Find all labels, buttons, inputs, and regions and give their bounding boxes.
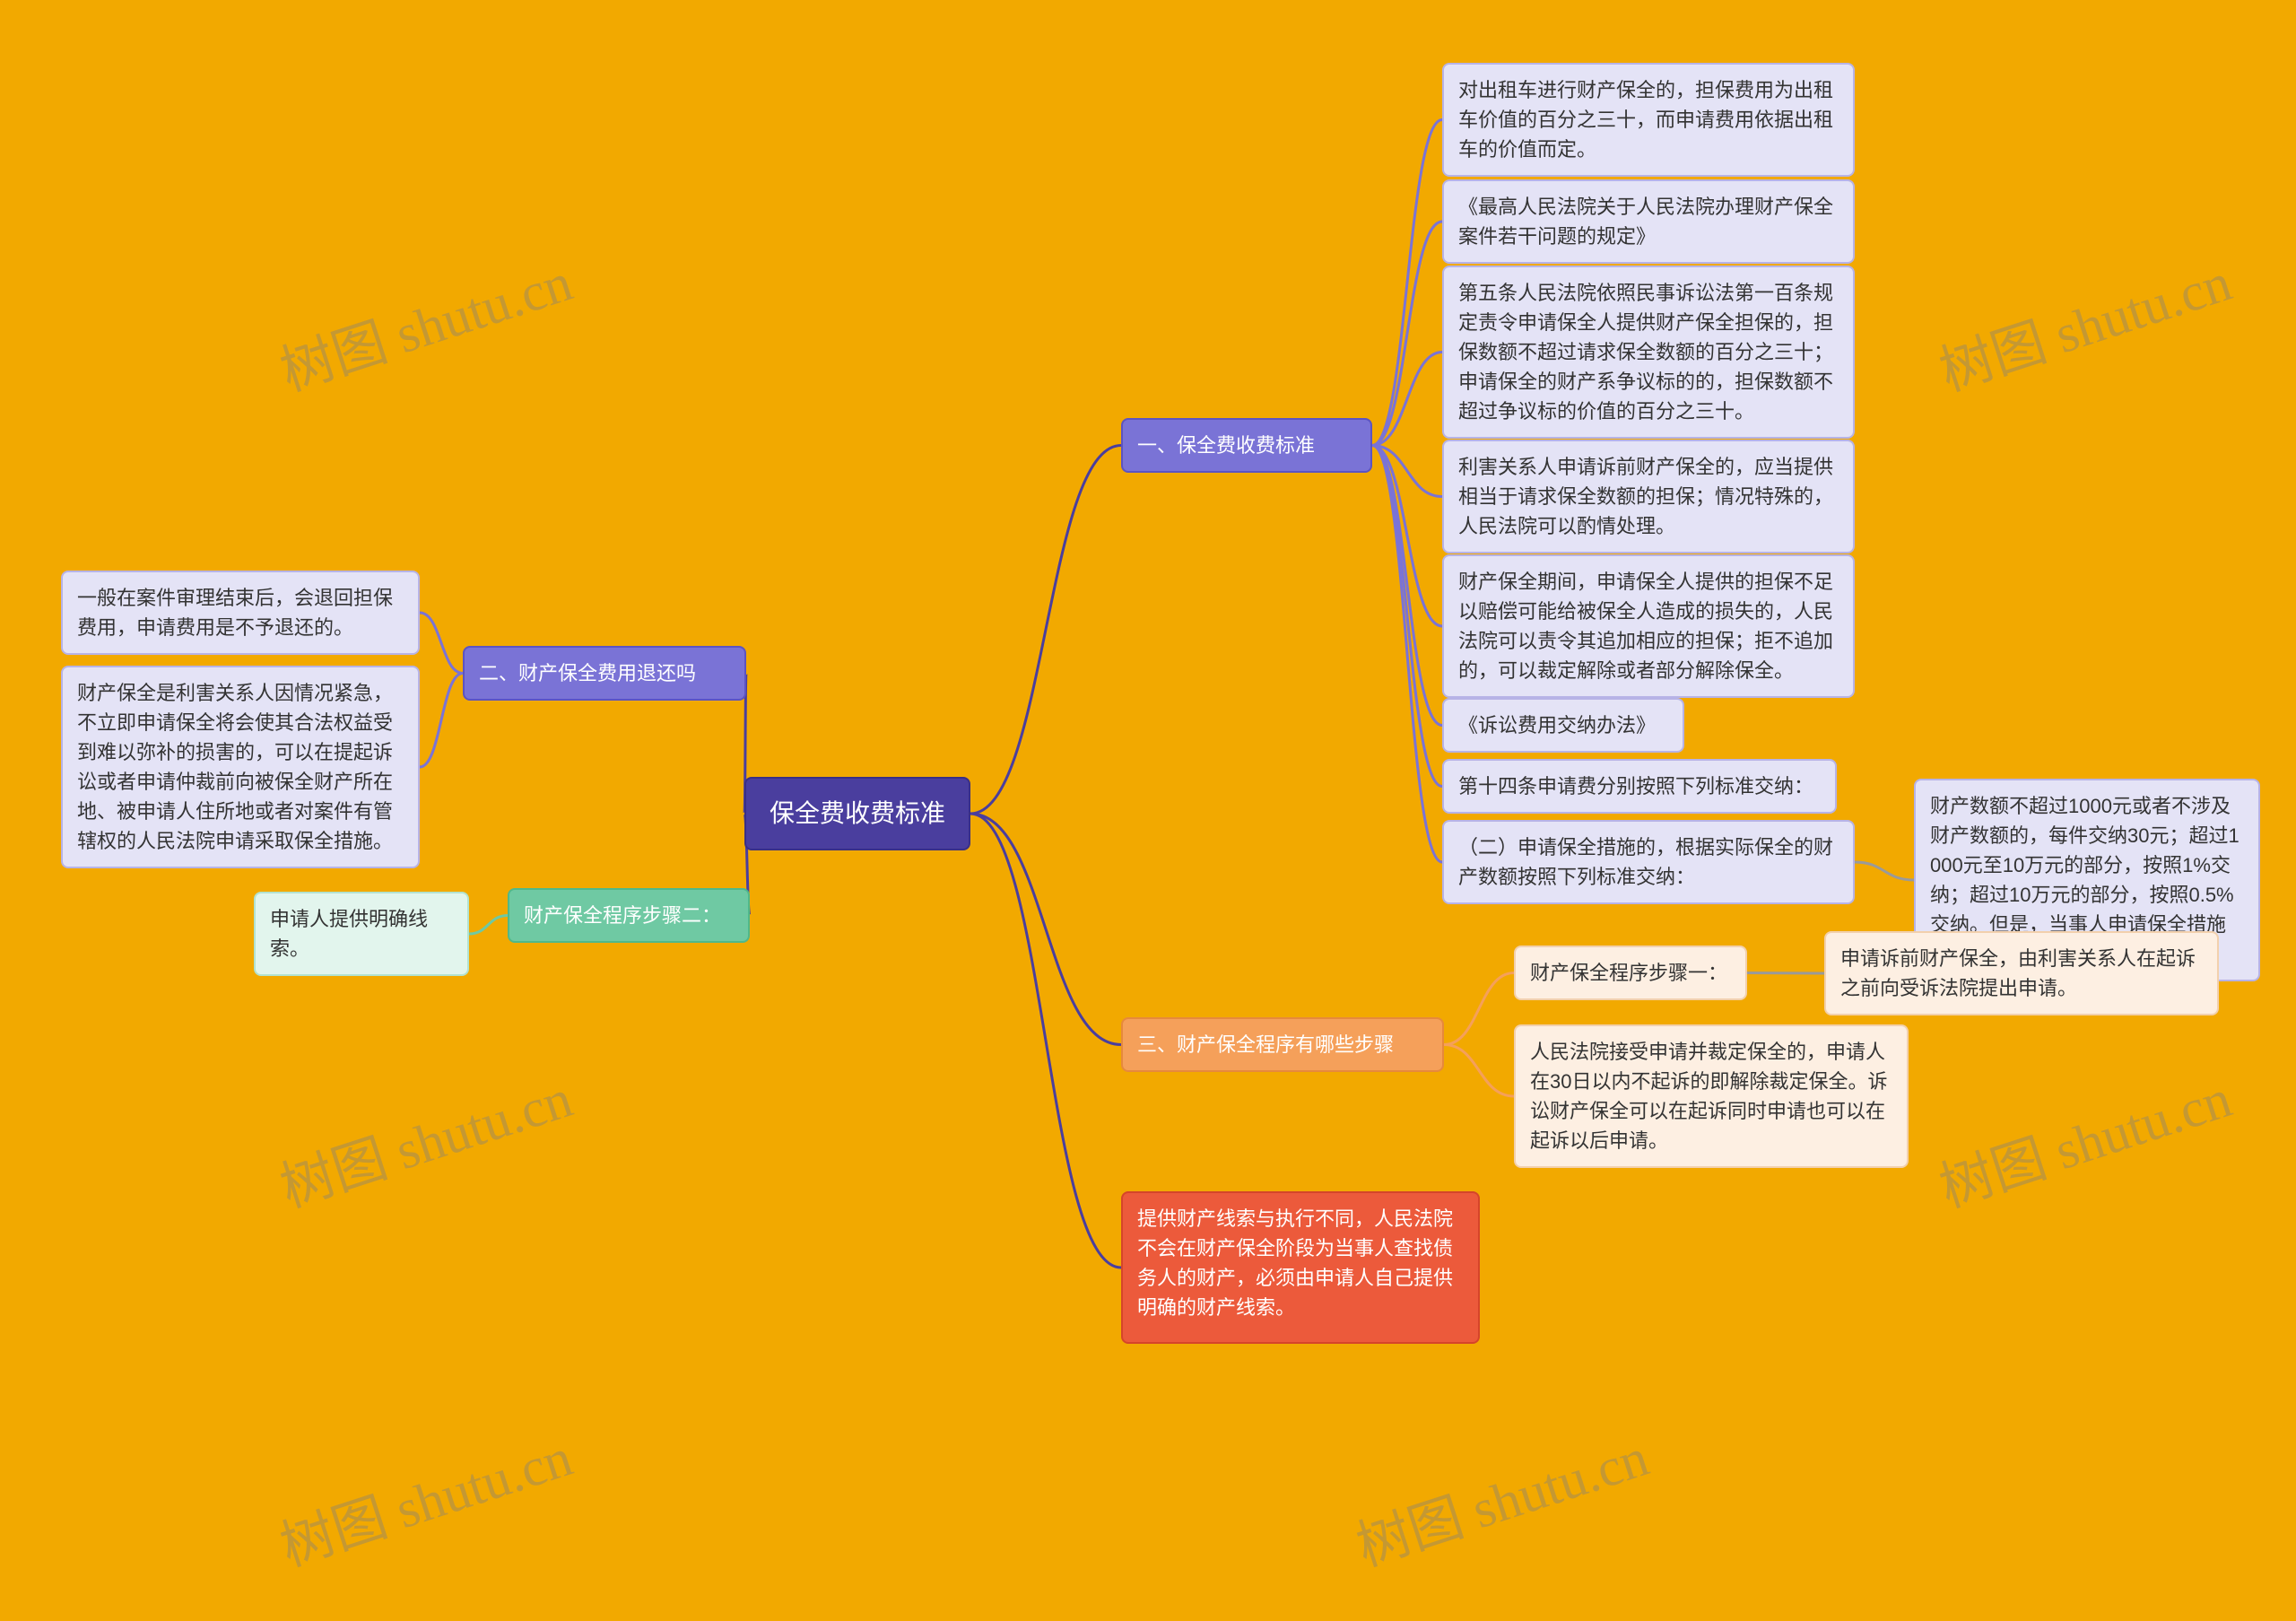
edge-b1-b1_l8 — [1372, 446, 1442, 863]
edge-b1-b1_l1 — [1372, 120, 1442, 446]
edge-b1-b1_l5 — [1372, 446, 1442, 627]
edge-b1-b1_l2 — [1372, 222, 1442, 446]
edge-b1-b1_l4 — [1372, 446, 1442, 497]
node-b3_l1_1[interactable]: 申请诉前财产保全，由利害关系人在起诉之前向受诉法院提出申请。 — [1824, 931, 2219, 1015]
node-b1[interactable]: 一、保全费收费标准 — [1121, 418, 1372, 473]
edge-root-b3 — [970, 814, 1121, 1045]
node-b1_l6[interactable]: 《诉讼费用交纳办法》 — [1442, 698, 1684, 753]
watermark: 树图 shutu.cn — [1928, 1055, 2239, 1223]
edge-b1-b1_l3 — [1372, 353, 1442, 446]
edge-root-b4 — [970, 814, 1121, 1268]
edge-b5-b5_l1 — [469, 916, 508, 935]
node-b5[interactable]: 财产保全程序步骤二： — [508, 888, 750, 943]
node-b1_l2[interactable]: 《最高人民法院关于人民法院办理财产保全案件若干问题的规定》 — [1442, 179, 1855, 264]
watermark: 树图 shutu.cn — [269, 1414, 580, 1582]
node-b1_l7[interactable]: 第十四条申请费分别按照下列标准交纳： — [1442, 759, 1837, 814]
edge-root-b1 — [970, 446, 1121, 815]
edge-b2-b2_l1 — [420, 613, 463, 674]
node-b3_l1[interactable]: 财产保全程序步骤一： — [1514, 946, 1747, 1000]
node-b3[interactable]: 三、财产保全程序有哪些步骤 — [1121, 1017, 1444, 1072]
node-b2[interactable]: 二、财产保全费用退还吗 — [463, 646, 746, 701]
node-b3_l2[interactable]: 人民法院接受申请并裁定保全的，申请人在30日以内不起诉的即解除裁定保全。诉讼财产… — [1514, 1024, 1909, 1168]
edge-b2-b2_l2 — [420, 674, 463, 768]
edge-b1-b1_l6 — [1372, 446, 1442, 726]
watermark: 树图 shutu.cn — [1928, 239, 2239, 406]
watermark: 树图 shutu.cn — [269, 1055, 580, 1223]
node-b1_l8[interactable]: （二）申请保全措施的，根据实际保全的财产数额按照下列标准交纳： — [1442, 820, 1855, 904]
node-b2_l2[interactable]: 财产保全是利害关系人因情况紧急，不立即申请保全将会使其合法权益受到难以弥补的损害… — [61, 666, 420, 868]
node-b4[interactable]: 提供财产线索与执行不同，人民法院不会在财产保全阶段为当事人查找债务人的财产，必须… — [1121, 1191, 1480, 1344]
node-b1_l4[interactable]: 利害关系人申请诉前财产保全的，应当提供相当于请求保全数额的担保；情况特殊的，人民… — [1442, 440, 1855, 553]
edge-b1-b1_l7 — [1372, 446, 1442, 787]
node-b1_l5[interactable]: 财产保全期间，申请保全人提供的担保不足以赔偿可能给被保全人造成的损失的，人民法院… — [1442, 554, 1855, 698]
node-b1_l1[interactable]: 对出租车进行财产保全的，担保费用为出租车价值的百分之三十，而申请费用依据出租车的… — [1442, 63, 1855, 177]
node-b5_l1[interactable]: 申请人提供明确线索。 — [254, 892, 469, 976]
node-b1_l3[interactable]: 第五条人民法院依照民事诉讼法第一百条规定责令申请保全人提供财产保全担保的，担保数… — [1442, 266, 1855, 439]
edge-b3_l1-b3_l1_1 — [1747, 973, 1824, 974]
watermark: 树图 shutu.cn — [269, 239, 580, 406]
node-b2_l1[interactable]: 一般在案件审理结束后，会退回担保费用，申请费用是不予退还的。 — [61, 571, 420, 655]
edge-b1_l8-b1_l8_1 — [1855, 862, 1914, 880]
edge-b3-b3_l1 — [1444, 973, 1514, 1045]
watermark: 树图 shutu.cn — [1345, 1414, 1657, 1582]
edge-b3-b3_l2 — [1444, 1045, 1514, 1097]
node-root[interactable]: 保全费收费标准 — [744, 777, 970, 850]
